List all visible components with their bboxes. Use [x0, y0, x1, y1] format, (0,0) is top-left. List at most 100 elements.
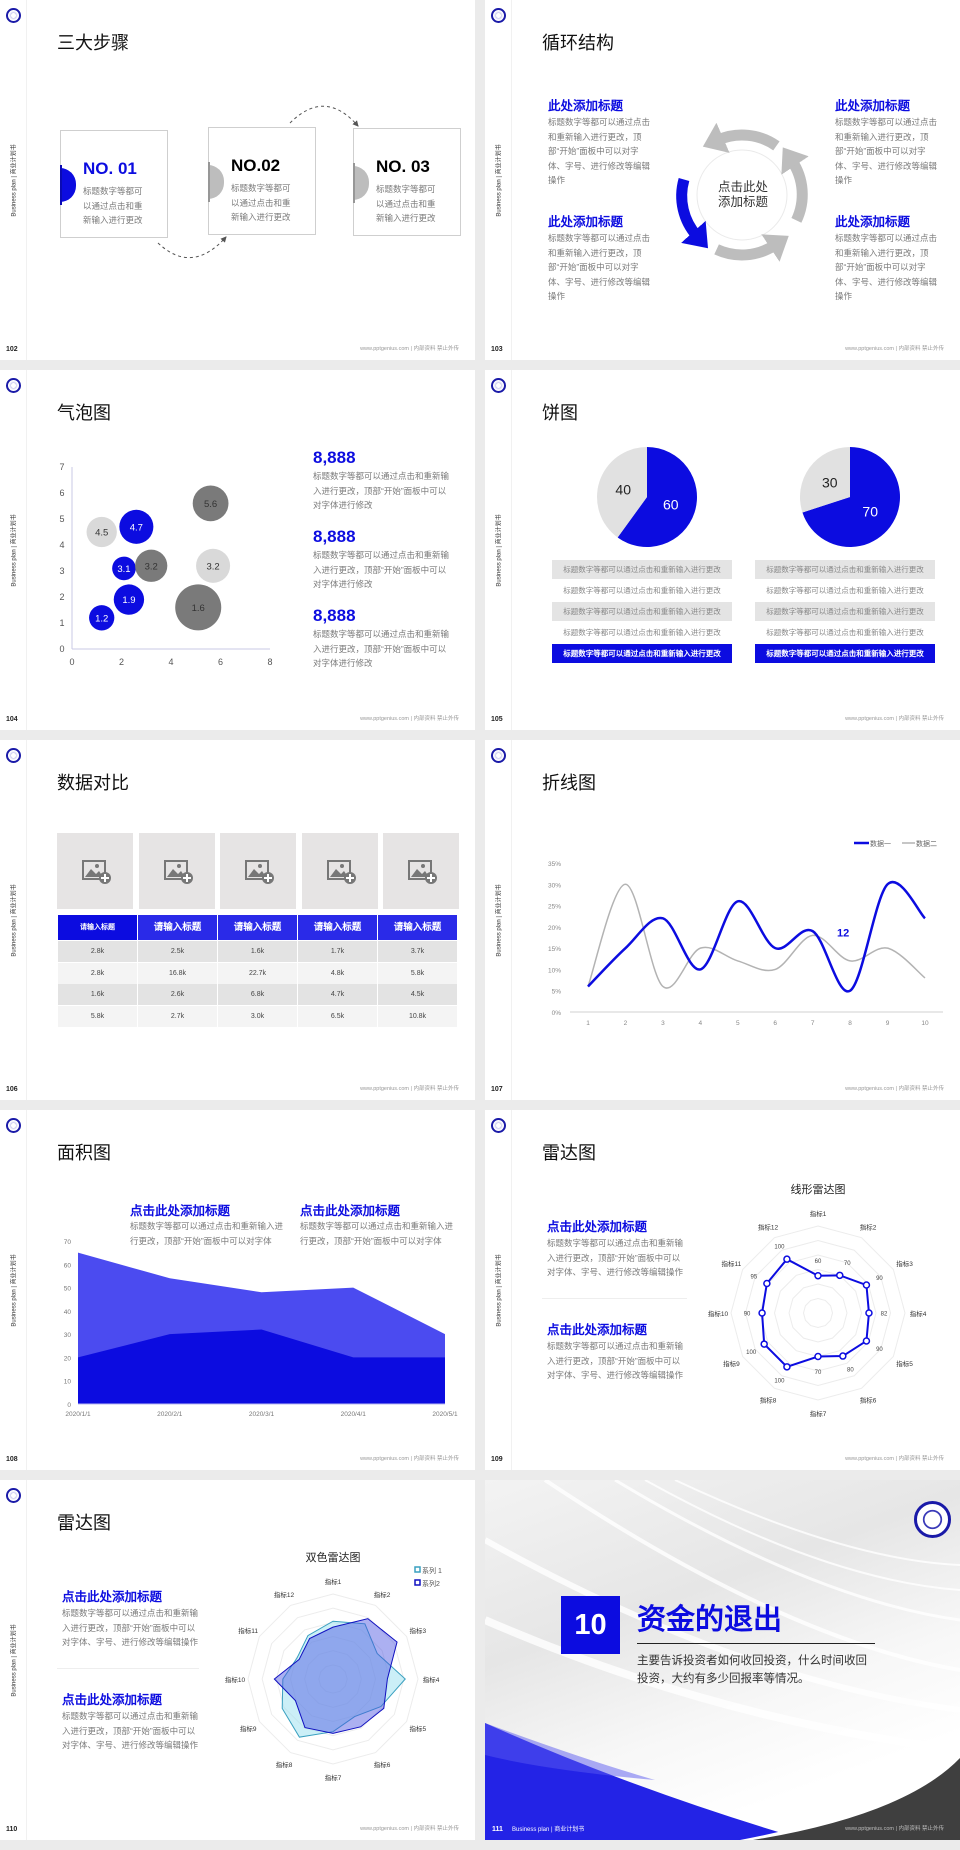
slide-106[interactable]: Business plan | 商业计划书 106 数据对比 请输入标题 请输入标题… — [0, 740, 475, 1100]
y-tick-label: 15% — [548, 946, 561, 953]
item-text: 标题数字等都可以通过点击和重新输入进行更改，顶部“开始”面板中可以对字体、字号、… — [548, 117, 651, 185]
section-title: 资金的退出 — [637, 1604, 783, 1636]
y-tick-label: 30 — [64, 1332, 72, 1339]
bubble-label: 3.2 — [206, 561, 219, 572]
slide-109[interactable]: Business plan | 商业计划书 109 雷达图 点击此处添加标题 标题… — [485, 1110, 960, 1470]
cycle-center-text[interactable]: 点击此处添加标题 — [717, 180, 768, 209]
cycle-arrow-bottom — [714, 234, 789, 262]
radar-axis-label: 指标6 — [374, 1760, 391, 1769]
y-tick-label: 50 — [64, 1286, 72, 1293]
data-annotation: 12 — [837, 927, 849, 939]
page-number: 107 — [491, 1086, 503, 1093]
step-number: NO. 01 — [83, 159, 137, 178]
table-cell: 2.8k — [58, 962, 137, 984]
footer-text: www.pptgenius.com | 内部资料 禁止外传 — [845, 1086, 944, 1092]
step-text: 标题数字等都可以通过点击和重新输入进行更改 — [231, 183, 291, 222]
table-header-cell: 请输入标题 — [378, 915, 457, 940]
slide-105[interactable]: Business plan | 商业计划书 105 饼图 60 40 70 30 标题数… — [485, 370, 960, 730]
table-cell: 22.7k — [218, 962, 297, 984]
table-cell: 1.6k — [58, 984, 137, 1006]
page-number: 106 — [6, 1086, 18, 1093]
stat-text: 标题数字等都可以通过点击和重新输入进行更改，顶部“开始”面板中可以对字体进行修改 — [313, 629, 450, 668]
slide-102[interactable]: Business plan | 商业计划书 102 三大步骤 NO. 01 标题数字… — [0, 0, 475, 360]
x-tick-label: 2020/3/1 — [249, 1411, 275, 1418]
slide-104[interactable]: Business plan | 商业计划书 104 气泡图 0 1 2 3 4 5 6 7 0 2 4… — [0, 370, 475, 730]
radar-title: 双色雷达图 — [306, 1550, 361, 1564]
block-text: 标题数字等都可以通过点击和重新输入进行更改，顶部“开始”面板中可以对字体 — [130, 1221, 284, 1246]
y-tick-label: 5% — [552, 989, 562, 996]
legend-label: 数据一 — [870, 839, 891, 848]
radar-point — [862, 1281, 871, 1289]
y-tick-label: 0 — [67, 1402, 71, 1409]
x-tick-label: 4 — [168, 657, 173, 667]
sidebar: Business plan | 商业计划书 105 — [485, 370, 512, 730]
legend-row: 标题数字等都可以通过点击和重新输入进行更改 — [755, 644, 935, 663]
footer-text: www.pptgenius.com | 内部资料 禁止外传 — [360, 346, 459, 352]
area-chart: 0 10 20 30 40 50 60 70 2020/1/1 2020/2/1 2020/3/1 2… — [64, 1239, 458, 1418]
footer-text: www.pptgenius.com | 内部资料 禁止外传 — [360, 1826, 459, 1832]
step-card-1[interactable]: NO. 01 标题数字等都可以通过点击和重新输入进行更改 — [60, 130, 168, 238]
divider — [57, 1668, 199, 1669]
radar-value-label: 70 — [844, 1261, 851, 1267]
table-cell: 1.7k — [298, 941, 377, 962]
bubble-label: 3.2 — [145, 561, 158, 572]
pie-label: 60 — [663, 497, 679, 513]
sidebar: Business plan | 商业计划书 103 — [485, 0, 512, 360]
cycle-arrow-top — [702, 122, 780, 153]
page-number: 109 — [491, 1456, 503, 1463]
x-tick-label: 2020/1/1 — [65, 1411, 91, 1418]
radar-axis-label: 指标8 — [276, 1760, 293, 1769]
slide-title: 面积图 — [57, 1143, 111, 1163]
y-tick-label: 7 — [59, 462, 64, 472]
item-heading: 此处添加标题 — [548, 215, 624, 229]
y-tick-label: 60 — [64, 1262, 72, 1269]
divider — [542, 1298, 687, 1299]
radar-value-label: 90 — [744, 1312, 751, 1318]
radar-axis-label: 指标12 — [274, 1590, 295, 1599]
slide-103[interactable]: Business plan | 商业计划书 103 循环结构 点击此处添加标题 此… — [485, 0, 960, 360]
logo-icon — [491, 1118, 506, 1133]
cycle-arrow-left — [676, 177, 709, 249]
slide-111-section[interactable]: 10 资金的退出 主要告诉投资者如何收回投资，什么时间收回投资，大约有多少回报率… — [485, 1480, 960, 1840]
legend-row: 标题数字等都可以通过点击和重新输入进行更改 — [755, 560, 935, 579]
bubble — [119, 509, 154, 544]
image-placeholder[interactable] — [383, 833, 459, 909]
radar-point — [783, 1363, 791, 1371]
radar-value-label: 100 — [774, 1378, 785, 1384]
title-underline — [637, 1643, 875, 1644]
image-placeholder[interactable] — [220, 833, 296, 909]
block-text: 标题数字等都可以通过点击和重新输入进行更改，顶部“开始”面板中可以对字体、字号、… — [547, 1341, 684, 1380]
radar-axis-label: 指标10 — [708, 1309, 729, 1318]
table-header-cell: 请输入标题 — [298, 915, 377, 940]
x-tick-label: 2020/2/1 — [157, 1411, 183, 1418]
slide-107[interactable]: Business plan | 商业计划书 107 折线图 0% 5% 10% 15% 2… — [485, 740, 960, 1100]
logo-icon — [6, 1118, 21, 1133]
image-placeholder[interactable] — [57, 833, 133, 909]
y-tick-label: 20% — [548, 925, 561, 932]
slide-title: 气泡图 — [57, 403, 111, 423]
stat-text: 标题数字等都可以通过点击和重新输入进行更改，顶部“开始”面板中可以对字体进行修改 — [313, 471, 450, 510]
bubble-label: 5.6 — [204, 499, 217, 510]
radar-axis-label: 指标7 — [325, 1773, 342, 1782]
section-number: 10 — [561, 1596, 620, 1654]
pie-slice — [597, 447, 647, 538]
step-card-2[interactable]: NO.02 标题数字等都可以通过点击和重新输入进行更改 — [208, 127, 316, 235]
image-placeholder[interactable] — [138, 833, 215, 909]
slide-108[interactable]: Business plan | 商业计划书 108 面积图 0 10 20 30 40 50… — [0, 1110, 475, 1470]
cycle-diagram — [676, 122, 809, 262]
step-card-3[interactable]: NO. 03 标题数字等都可以通过点击和重新输入进行更改 — [353, 128, 461, 236]
dark-wave — [750, 1755, 960, 1840]
add-image-icon — [82, 860, 111, 884]
footer-text: www.pptgenius.com | 内部资料 禁止外传 — [845, 346, 944, 352]
sidebar: Business plan | 商业计划书 107 — [485, 740, 512, 1100]
bubble — [196, 548, 231, 583]
footer-text: www.pptgenius.com | 内部资料 禁止外传 — [845, 1456, 944, 1462]
bubble-label: 4.7 — [130, 522, 143, 533]
slide-110[interactable]: Business plan | 商业计划书 110 雷达图 点击此处添加标题 标题… — [0, 1480, 475, 1840]
sidebar: Business plan | 商业计划书 110 — [0, 1480, 27, 1840]
pie-label: 40 — [615, 481, 631, 497]
image-placeholder[interactable] — [301, 833, 378, 909]
radar-point — [763, 1279, 771, 1288]
x-tick-label: 2 — [119, 657, 124, 667]
block-text: 标题数字等都可以通过点击和重新输入进行更改，顶部“开始”面板中可以对字体、字号、… — [62, 1608, 199, 1647]
